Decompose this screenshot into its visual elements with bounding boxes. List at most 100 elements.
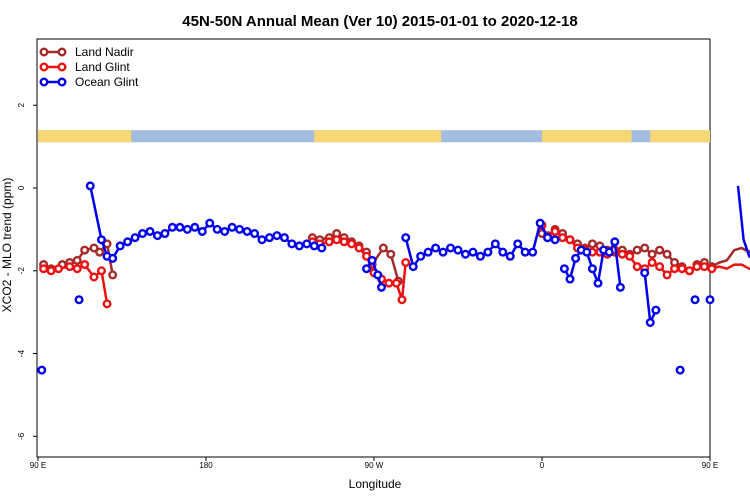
series-2-point-75	[690, 295, 700, 305]
series-2-point-59	[571, 253, 581, 263]
series-2-point-37	[408, 262, 418, 272]
series-1-point-38	[647, 257, 657, 267]
land-strip-3	[650, 130, 710, 143]
series-1-point-19	[384, 278, 394, 288]
series-2-point-58	[565, 274, 575, 284]
series-1-point-20	[391, 278, 401, 288]
series-2-line-1	[365, 259, 383, 288]
series-0-point-4	[72, 255, 82, 265]
series-2-point-39	[423, 247, 433, 257]
series-2-point-8	[145, 226, 155, 236]
series-2-point-65	[604, 247, 614, 257]
series-2-point-11	[167, 222, 177, 232]
series-2-point-68	[640, 268, 650, 278]
series-1-point-13	[339, 237, 349, 247]
series-2-point-14	[190, 222, 200, 232]
series-1-point-5	[80, 260, 90, 270]
series-1-point-15	[354, 243, 364, 253]
legend-marker-0-a	[39, 47, 49, 57]
series-2-point-69	[645, 317, 655, 327]
series-1-point-7	[96, 266, 106, 276]
series-1-point-45	[699, 262, 709, 272]
legend-marker-0-b	[57, 47, 67, 57]
x-tick-label-2: 90 W	[365, 461, 384, 470]
series-2-point-47	[483, 247, 493, 257]
series-2-point-63	[593, 278, 603, 288]
series-2-point-52	[520, 247, 530, 257]
series-1-point-35	[625, 251, 635, 261]
series-2-point-48	[490, 239, 500, 249]
series-2-point-7	[138, 229, 148, 239]
series-2-point-19	[227, 222, 237, 232]
land-strip-2	[542, 130, 632, 143]
x-axis: 90 E 180 90 W 0 90 E	[30, 457, 718, 470]
series-0-point-19	[378, 243, 388, 253]
series-2-point-23	[257, 235, 267, 245]
x-axis-label: Longitude	[349, 477, 402, 491]
series-2-point-3	[108, 253, 118, 263]
series-2-point-4	[115, 241, 125, 251]
series-1-point-4	[72, 264, 82, 274]
series-2-point-74	[705, 295, 715, 305]
legend-marker-1-a	[39, 62, 49, 72]
series-2-point-32	[362, 264, 372, 274]
series-0-point-36	[640, 243, 650, 253]
series-2-point-42	[446, 243, 456, 253]
series-1-point-1	[46, 266, 56, 276]
series-2-point-25	[272, 231, 282, 241]
series-2-point-27	[287, 239, 297, 249]
series-2-point-22	[250, 229, 260, 239]
series-1-point-39	[655, 262, 665, 272]
series-2-point-17	[212, 224, 222, 234]
series-2-point-35	[376, 282, 386, 292]
series-2-point-15	[197, 226, 207, 236]
series-2-point-51	[513, 239, 523, 249]
chart-title: 45N-50N Annual Mean (Ver 10) 2015-01-01 …	[182, 13, 577, 30]
series-1-point-46	[707, 264, 717, 274]
series-2-point-55	[543, 233, 553, 243]
y-tick-label-1: 0	[17, 185, 26, 190]
series-2-point-70	[651, 305, 661, 315]
y-tick-label-3: -4	[17, 349, 26, 357]
series-2-point-18	[220, 226, 230, 236]
series-1-point-44	[692, 262, 702, 272]
x-tick-label-0: 90 E	[30, 461, 46, 470]
series-2-point-66	[610, 237, 620, 247]
series-1-point-25	[550, 226, 560, 236]
land-strip-0	[38, 130, 132, 143]
series-2-point-49	[498, 247, 508, 257]
series-1-point-36	[632, 262, 642, 272]
series-1-point-16	[362, 251, 372, 261]
series-2-point-9	[152, 231, 162, 241]
series-0-point-6	[89, 243, 99, 253]
series-2-point-26	[279, 233, 289, 243]
series-1-point-26	[558, 233, 568, 243]
series-1-point-21	[397, 295, 407, 305]
land-strip-1	[314, 130, 442, 143]
x-tick-label-1: 180	[199, 461, 213, 470]
series-1-point-2	[54, 264, 64, 274]
series-2-point-45	[468, 247, 478, 257]
series-2-point-29	[302, 239, 312, 249]
series-2-point-54	[535, 218, 545, 228]
legend-label-0: Land Nadir	[75, 45, 134, 59]
land-ocean-mask	[38, 130, 710, 143]
series-layer	[37, 181, 750, 375]
series-0-point-7	[95, 247, 105, 257]
series-2-point-30	[309, 241, 319, 251]
series-2-point-38	[416, 251, 426, 261]
series-0-point-38	[655, 245, 665, 255]
series-2-point-71	[37, 365, 47, 375]
series-2-point-44	[460, 249, 470, 259]
series-2-point-57	[559, 264, 569, 274]
series-1-point-43	[684, 266, 694, 276]
x-tick-label-4: 90 E	[702, 461, 718, 470]
series-1-point-27	[565, 235, 575, 245]
series-2-point-72	[74, 295, 84, 305]
series-1-point-8	[102, 299, 112, 309]
series-2-point-12	[175, 222, 185, 232]
series-2-point-6	[130, 233, 140, 243]
series-2-point-53	[528, 247, 538, 257]
